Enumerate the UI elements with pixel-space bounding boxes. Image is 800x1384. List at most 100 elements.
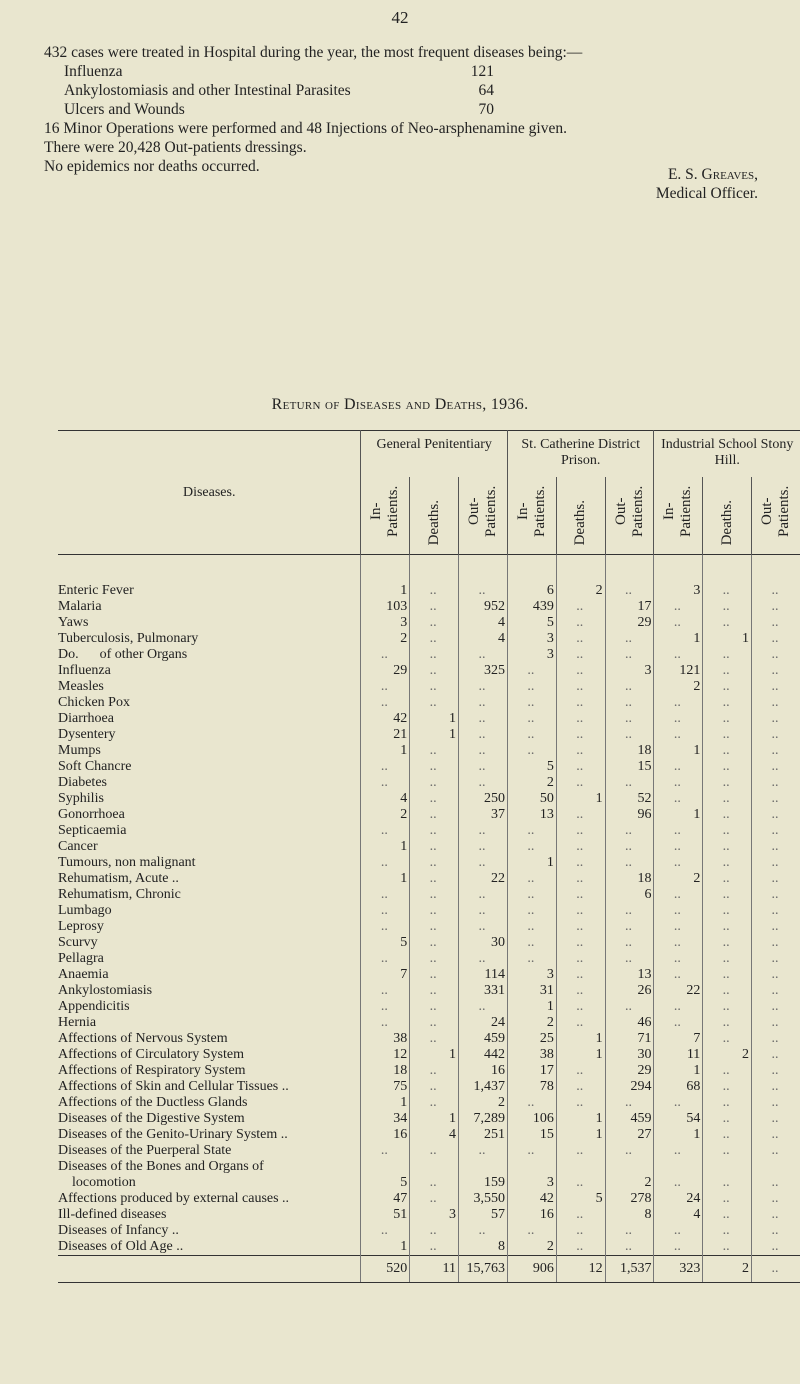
cell: .. [702, 983, 752, 999]
cell: .. [702, 663, 752, 679]
cell: .. [702, 1191, 752, 1207]
cell: 12 [360, 1047, 410, 1063]
cell: .. [506, 743, 557, 759]
cell: .. [751, 1047, 800, 1063]
cell: 3 [409, 1207, 459, 1223]
cell: 2 [702, 1047, 752, 1063]
subcolumn-header: Deaths. [409, 477, 459, 555]
cell: 38 [506, 1047, 557, 1063]
cell: .. [409, 1079, 459, 1095]
cell: .. [751, 647, 800, 663]
cell: .. [702, 1063, 752, 1079]
group-header: St. Catherine District Prison. [506, 430, 654, 477]
total-cell: 520 [360, 1255, 410, 1283]
total-cell: 15,763 [458, 1255, 508, 1283]
total-cell: 2 [702, 1255, 752, 1283]
cell: 4 [360, 791, 410, 807]
cell: .. [751, 1127, 800, 1143]
disease-name: Do. of other Organs [58, 647, 188, 662]
cell: .. [555, 647, 606, 663]
table-row: Affections of Circulatory System 12 1 442 38… [58, 1047, 800, 1063]
cell: .. [409, 871, 459, 887]
cell: 1 [555, 791, 606, 807]
cell: .. [653, 1095, 703, 1111]
table-row: Diseases of the Genito-Urinary System ..… [58, 1127, 800, 1143]
cell: .. [360, 1223, 410, 1239]
cell: 2 [604, 1175, 654, 1191]
disease-name: Appendicitis [58, 999, 130, 1014]
cell: .. [555, 727, 606, 743]
cell: .. [555, 1239, 606, 1256]
disease-name: Rehumatism, Acute .. [58, 871, 179, 886]
total-cell: 906 [506, 1255, 557, 1283]
cell: 5 [360, 935, 410, 951]
cell: .. [604, 903, 654, 919]
cell: .. [506, 695, 557, 711]
cell: 52 [604, 791, 654, 807]
cell: .. [458, 743, 508, 759]
cell: .. [702, 1095, 752, 1111]
subcolumn-label: Deaths. [572, 499, 589, 545]
cell: .. [555, 743, 606, 759]
cell: .. [458, 951, 508, 967]
cell: .. [360, 951, 410, 967]
cell: .. [653, 695, 703, 711]
cell: .. [409, 695, 459, 711]
cell: 1 [409, 1111, 459, 1127]
cell: .. [409, 1095, 459, 1111]
cell: 1 [409, 1047, 459, 1063]
cell: .. [555, 983, 606, 999]
cell: .. [604, 695, 654, 711]
cell: .. [653, 967, 703, 983]
cell: 5 [555, 1191, 606, 1207]
cell: .. [555, 951, 606, 967]
cell: 4 [409, 1127, 459, 1143]
cell: .. [506, 919, 557, 935]
cell: .. [555, 999, 606, 1015]
subcolumn-label: In-Patients. [368, 485, 402, 537]
cell: .. [506, 663, 557, 679]
table-row: Ill-defined diseases 51 3 57 16.. 8 4.... [58, 1207, 800, 1223]
cell: .. [458, 839, 508, 855]
cell: 42 [360, 711, 410, 727]
cell: .. [702, 1079, 752, 1095]
cell: .. [653, 711, 703, 727]
cell: .. [751, 967, 800, 983]
cell: .. [751, 1175, 800, 1191]
cell: .. [702, 1127, 752, 1143]
cell: 2 [506, 775, 557, 791]
cell: 15 [604, 759, 654, 775]
cell: .. [653, 1239, 703, 1256]
cell: 4 [653, 1207, 703, 1223]
cell: .. [653, 887, 703, 903]
cell: .. [409, 791, 459, 807]
cell: .. [409, 554, 459, 599]
disease-name: Affections of Nervous System [58, 1031, 228, 1046]
cell: 442 [458, 1047, 508, 1063]
cell: .. [653, 999, 703, 1015]
cell: 37 [458, 807, 508, 823]
total-cell: 12 [555, 1255, 606, 1283]
cell: 952 [458, 599, 508, 615]
cell [555, 1159, 606, 1175]
cell: .. [653, 855, 703, 871]
cell: 11 [653, 1047, 703, 1063]
disease-name: Lumbago [58, 903, 112, 918]
subcolumn-header: Deaths. [702, 477, 752, 555]
cell: .. [506, 1223, 557, 1239]
cell: .. [409, 951, 459, 967]
totals-label-cell [58, 1255, 361, 1283]
signature-title: Medical Officer. [655, 185, 758, 202]
cell: .. [751, 1191, 800, 1207]
cell: 3 [506, 647, 557, 663]
table-row: Diseases of Old Age .. 1.. 8 2.......... [58, 1239, 800, 1256]
cell: .. [409, 967, 459, 983]
cell: .. [409, 983, 459, 999]
cell: .. [458, 727, 508, 743]
cell: 1 [555, 1047, 606, 1063]
cell: .. [751, 887, 800, 903]
diseases-table: Diseases. General Penitentiary St. Catheri… [58, 430, 800, 1283]
cell: .. [555, 679, 606, 695]
cell: .. [702, 1111, 752, 1127]
intro-text: 432 cases were treated in Hospital durin… [44, 43, 582, 176]
